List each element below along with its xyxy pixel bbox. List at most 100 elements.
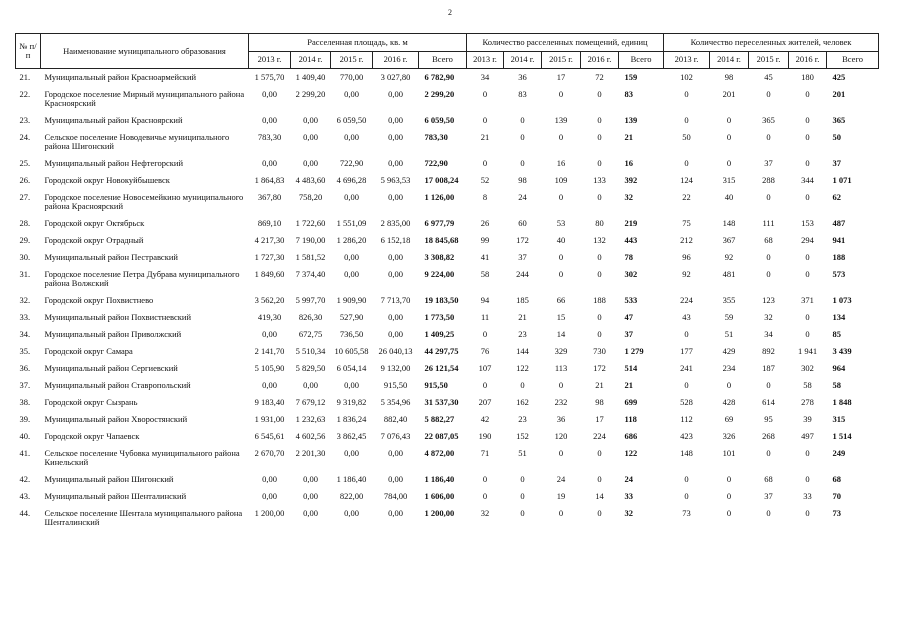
row-number: 38.	[19, 397, 31, 407]
value-cell: 686	[624, 431, 638, 441]
value-cell: 172	[516, 235, 529, 245]
value-cell: 0	[597, 269, 602, 279]
value-cell: 8	[482, 192, 488, 202]
row-number: 21.	[19, 72, 31, 82]
value-cell: 0	[597, 132, 602, 142]
value-cell: 212	[680, 235, 693, 245]
value-cell: 722,90	[424, 158, 448, 168]
value-cell: 21	[480, 132, 490, 142]
value-cell: 0,00	[388, 474, 403, 484]
value-cell: 98	[595, 397, 604, 407]
value-cell: 58	[832, 380, 842, 390]
value-cell: 34	[764, 329, 773, 339]
value-cell: 0	[684, 89, 689, 99]
value-cell: 0,00	[262, 380, 277, 390]
data-table: № п/п Наименование муниципального образов…	[15, 33, 880, 531]
value-cell: 159	[624, 72, 638, 82]
value-cell: 1 126,00	[424, 192, 455, 202]
table-row: 24. Сельское поселение Новодевичье муници…	[16, 129, 879, 155]
value-cell: 1 200,00	[424, 508, 455, 518]
row-number: 30.	[19, 252, 31, 262]
value-cell: 234	[722, 363, 736, 373]
value-cell: 24	[518, 192, 527, 202]
value-cell: 32	[764, 312, 773, 322]
value-cell: 0	[726, 132, 732, 142]
value-cell: 326	[722, 431, 736, 441]
value-cell: 244	[516, 269, 529, 279]
value-cell: 0	[520, 158, 525, 168]
column-header: Всего	[826, 50, 880, 69]
municipality-name: Муниципальный район Красноярский	[44, 115, 183, 125]
value-cell: 188	[832, 252, 846, 262]
value-cell: 365	[832, 115, 846, 125]
value-cell: 0,00	[262, 158, 277, 168]
value-cell: 0,00	[388, 132, 403, 142]
value-cell: 0,00	[303, 380, 318, 390]
value-cell: 68	[832, 474, 842, 484]
value-cell: 43	[682, 312, 691, 322]
value-cell: 37	[764, 158, 773, 168]
value-cell: 892	[762, 346, 775, 356]
column-header: 2014 г.	[503, 50, 543, 69]
value-cell: 964	[832, 363, 846, 373]
subheader-row: 2013 г. 2014 г. 2015 г. 2016 г. Всего 2013 г.…	[16, 50, 880, 69]
value-cell: 122	[624, 448, 638, 458]
value-cell: 5 105,90	[254, 363, 285, 373]
value-cell: 139	[554, 115, 568, 125]
municipality-name: Сельское поселение Чубовка муниципальног…	[44, 448, 240, 467]
value-cell: 0	[684, 474, 689, 484]
value-cell: 80	[595, 218, 604, 228]
value-cell: 0	[597, 448, 602, 458]
value-cell: 3 027,80	[380, 72, 411, 82]
value-cell: 481	[722, 269, 736, 279]
value-cell: 0,00	[262, 89, 277, 99]
value-cell: 45	[764, 72, 773, 82]
municipality-name: Муниципальный район Красноармейский	[44, 72, 197, 82]
value-cell: 14	[595, 491, 604, 501]
value-cell: 4 602,56	[295, 431, 326, 441]
value-cell: 497	[801, 431, 814, 441]
table-row: 39. Муниципальный район Хворостянский 1 93…	[16, 411, 879, 428]
value-cell: 5 997,70	[295, 295, 326, 305]
value-cell: 2 201,30	[295, 448, 326, 458]
value-cell: 6 782,90	[424, 72, 455, 82]
value-cell: 0	[726, 380, 732, 390]
value-cell: 0,00	[388, 329, 403, 339]
value-cell: 32	[624, 192, 634, 202]
value-cell: 0	[482, 474, 488, 484]
value-cell: 1 514	[832, 431, 852, 441]
value-cell: 770,00	[339, 72, 364, 82]
value-cell: 109	[554, 175, 568, 185]
value-cell: 784,00	[383, 491, 408, 501]
value-cell: 0	[558, 380, 564, 390]
value-cell: 4 696,28	[336, 175, 367, 185]
table-row: 35. Городской округ Самара 2 141,70 5 510,3…	[16, 343, 879, 360]
value-cell: 6 059,50	[424, 115, 455, 125]
table-row: 41. Сельское поселение Чубовка муниципаль…	[16, 445, 879, 471]
value-cell: 33	[624, 491, 634, 501]
municipality-name: Муниципальный район Приволжский	[44, 329, 182, 339]
value-cell: 365	[762, 115, 775, 125]
value-cell: 0	[766, 269, 771, 279]
value-cell: 101	[722, 448, 736, 458]
column-header: Всего	[618, 50, 665, 69]
page-number: 2	[448, 8, 452, 17]
value-cell: 0	[805, 312, 810, 322]
value-cell: 1 941	[797, 346, 818, 356]
value-cell: 0	[805, 132, 810, 142]
value-cell: 40	[556, 235, 566, 245]
value-cell: 0	[597, 252, 602, 262]
value-cell: 783,30	[424, 132, 448, 142]
value-cell: 0	[726, 491, 732, 501]
header-cell: № п/п	[15, 33, 41, 69]
value-cell: 1 606,00	[424, 491, 455, 501]
value-cell: 31 537,30	[424, 397, 459, 407]
value-cell: 423	[680, 431, 693, 441]
value-cell: 177	[680, 346, 693, 356]
value-cell: 0,00	[344, 508, 359, 518]
value-cell: 0	[520, 132, 525, 142]
value-cell: 72	[595, 72, 604, 82]
value-cell: 15	[556, 312, 566, 322]
value-cell: 113	[554, 363, 568, 373]
value-cell: 0	[597, 474, 602, 484]
